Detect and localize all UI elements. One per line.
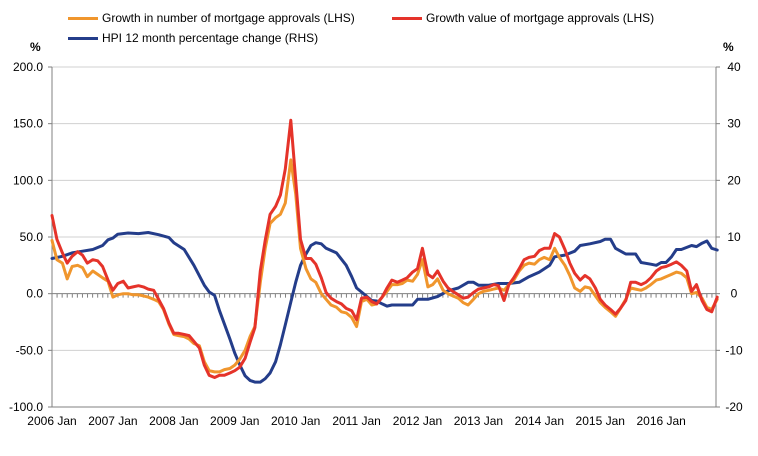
- left-tick-label: -100.0: [9, 400, 43, 414]
- legend-label-hpi: HPI 12 month percentage change (RHS): [102, 31, 319, 45]
- legend-item-number-approvals: Growth in number of mortgage approvals (…: [68, 11, 355, 25]
- series-line-hpi: [50, 231, 719, 384]
- legend-item-hpi: HPI 12 month percentage change (RHS): [68, 31, 318, 45]
- right-tick-label: 10: [727, 230, 741, 244]
- legend-swatch-value-approvals: [392, 16, 422, 20]
- left-tick-label: 150.0: [13, 117, 43, 131]
- gridlines: [52, 66, 716, 408]
- series-lines: [50, 118, 719, 384]
- left-tick-label: 200.0: [13, 60, 43, 74]
- x-tick-label: 2015 Jan: [576, 414, 625, 428]
- x-tick-label: 2010 Jan: [271, 414, 320, 428]
- right-tick-label: -20: [725, 400, 743, 414]
- x-tick-label: 2007 Jan: [88, 414, 137, 428]
- right-tick-label: -10: [725, 343, 743, 357]
- axes: -100.0 -50.0 0.0 50.0 100.0 150.0 200.0 -20 -10 0…: [9, 60, 743, 428]
- series-line-value-approvals: [50, 118, 719, 379]
- right-tick-label: 0: [731, 287, 738, 301]
- x-tick-label: 2011 Jan: [332, 414, 381, 428]
- legend-label-number-approvals: Growth in number of mortgage approvals (…: [102, 11, 355, 25]
- right-tick-label: 30: [727, 117, 741, 131]
- left-tick-label: 100.0: [13, 173, 43, 187]
- left-tick-label: 50.0: [20, 230, 44, 244]
- right-tick-label: 20: [727, 173, 741, 187]
- right-axis-unit: %: [723, 40, 734, 54]
- x-tick-label: 2006 Jan: [27, 414, 76, 428]
- x-tick-label: 2016 Jan: [636, 414, 685, 428]
- x-tick-label: 2014 Jan: [515, 414, 564, 428]
- legend-item-value-approvals: Growth value of mortgage approvals (LHS): [392, 11, 654, 25]
- series-line-number-approvals: [50, 158, 719, 374]
- x-tick-label: 2012 Jan: [393, 414, 442, 428]
- left-axis-unit: %: [30, 40, 41, 54]
- legend-swatch-hpi: [68, 36, 98, 40]
- legend-label-value-approvals: Growth value of mortgage approvals (LHS): [426, 11, 655, 25]
- right-tick-label: 40: [727, 60, 741, 74]
- left-tick-label: 0.0: [26, 287, 43, 301]
- left-tick-label: -50.0: [16, 343, 44, 357]
- x-tick-label: 2013 Jan: [454, 414, 503, 428]
- x-tick-label: 2008 Jan: [149, 414, 198, 428]
- legend-swatch-number-approvals: [68, 16, 98, 20]
- x-tick-label: 2009 Jan: [210, 414, 259, 428]
